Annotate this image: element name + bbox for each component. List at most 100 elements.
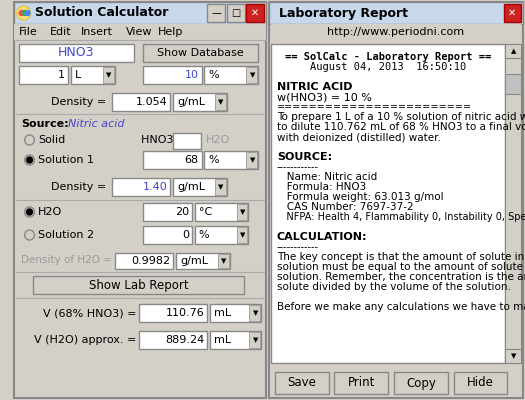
Text: ▼: ▼	[250, 157, 255, 163]
Text: Hide: Hide	[467, 376, 494, 390]
Bar	[139, 304, 207, 322]
Bar	[19, 66, 68, 84]
Bar	[143, 203, 192, 221]
Circle shape	[25, 10, 30, 16]
Text: —: —	[212, 8, 221, 18]
Text: Source:: Source:	[22, 119, 69, 129]
Bar	[211, 304, 261, 322]
Text: ------------: ------------	[277, 242, 319, 252]
Text: August 04, 2013  16:50:10: August 04, 2013 16:50:10	[310, 62, 466, 72]
Text: SOURCE:: SOURCE:	[277, 152, 332, 162]
Text: Nitric acid: Nitric acid	[68, 119, 124, 129]
Circle shape	[19, 10, 24, 16]
Text: CALCULATION:: CALCULATION:	[277, 232, 368, 242]
Bar	[143, 151, 202, 169]
Text: Help: Help	[158, 27, 183, 37]
Text: to dilute 110.762 mL of 68 % HNO3 to a final volume of 1 L: to dilute 110.762 mL of 68 % HNO3 to a f…	[277, 122, 525, 132]
Text: HNO3 ×: HNO3 ×	[141, 135, 186, 145]
Bar	[215, 179, 226, 195]
Circle shape	[25, 207, 35, 217]
Bar	[173, 133, 201, 149]
Circle shape	[27, 209, 33, 215]
Bar	[14, 2, 266, 24]
Text: □: □	[231, 8, 240, 18]
Text: g/mL: g/mL	[180, 256, 208, 266]
Text: 0: 0	[182, 230, 189, 240]
Bar	[246, 152, 257, 168]
Bar	[227, 4, 245, 22]
Text: ------------: ------------	[277, 162, 319, 172]
Bar	[103, 67, 113, 83]
Bar	[394, 372, 448, 394]
Bar	[271, 24, 521, 40]
Text: with deionized (distilled) water.: with deionized (distilled) water.	[277, 132, 440, 142]
Bar	[246, 4, 264, 22]
Text: Show Database: Show Database	[157, 48, 244, 58]
Bar	[246, 67, 257, 83]
Text: ✕: ✕	[251, 8, 259, 18]
Text: Edit: Edit	[50, 27, 72, 37]
Text: CAS Number: 7697-37-2: CAS Number: 7697-37-2	[277, 202, 413, 212]
Text: Solid: Solid	[38, 135, 66, 145]
Bar	[275, 372, 329, 394]
Circle shape	[25, 230, 35, 240]
Text: ▼: ▼	[218, 184, 224, 190]
Bar	[211, 331, 261, 349]
Text: H2O: H2O	[38, 207, 62, 217]
Text: Solution 2: Solution 2	[38, 230, 94, 240]
Text: V (68% HNO3) =: V (68% HNO3) =	[43, 308, 136, 318]
Bar	[143, 226, 192, 244]
Bar	[204, 66, 258, 84]
Text: ========================: ========================	[277, 102, 472, 112]
Text: Before we make any calculations we have to make sure: Before we make any calculations we have …	[277, 302, 525, 312]
Text: 1: 1	[58, 70, 65, 80]
Bar	[143, 66, 202, 84]
Bar	[249, 332, 260, 348]
Bar	[34, 276, 244, 294]
Text: solution must be equal to the amount of solute in the source: solution must be equal to the amount of …	[277, 262, 525, 272]
Text: == SolCalc - Laboratory Report ==: == SolCalc - Laboratory Report ==	[285, 52, 491, 62]
Text: To prepare 1 L of a 10 % solution of nitric acid we will need: To prepare 1 L of a 10 % solution of nit…	[277, 112, 525, 122]
Bar	[114, 253, 173, 269]
Text: Show Lab Report: Show Lab Report	[89, 278, 188, 292]
Bar	[195, 203, 248, 221]
Text: View: View	[127, 27, 153, 37]
Text: Density of H2O =: Density of H2O =	[20, 255, 112, 265]
Text: ▼: ▼	[250, 72, 255, 78]
Text: ✕: ✕	[508, 8, 517, 18]
Text: %: %	[208, 155, 219, 165]
Bar	[139, 331, 207, 349]
Text: 1.054: 1.054	[135, 97, 167, 107]
Text: g/mL: g/mL	[177, 97, 205, 107]
Text: Name: Nitric acid: Name: Nitric acid	[277, 172, 377, 182]
Bar	[215, 94, 226, 110]
Text: Laboratory Report: Laboratory Report	[279, 6, 408, 20]
Text: ▼: ▼	[253, 337, 258, 343]
Text: Solution Calculator: Solution Calculator	[35, 6, 169, 20]
Text: 110.76: 110.76	[166, 308, 204, 318]
Text: File: File	[19, 27, 38, 37]
Bar	[19, 44, 134, 62]
Text: Formula: HNO3: Formula: HNO3	[277, 182, 366, 192]
Bar	[506, 74, 521, 94]
Bar	[506, 349, 521, 363]
Text: HNO3: HNO3	[58, 46, 94, 60]
Text: 1.40: 1.40	[143, 182, 167, 192]
Bar	[218, 254, 229, 268]
Bar	[173, 93, 227, 111]
Text: The key concept is that the amount of solute in the desired: The key concept is that the amount of so…	[277, 252, 525, 262]
Text: http://www.periodni.com: http://www.periodni.com	[328, 27, 465, 37]
Circle shape	[17, 6, 30, 20]
Text: ▲: ▲	[511, 48, 516, 54]
Text: Insert: Insert	[81, 27, 113, 37]
Text: Solution 1: Solution 1	[38, 155, 94, 165]
Bar	[269, 2, 523, 24]
Circle shape	[22, 10, 27, 16]
Bar	[271, 44, 506, 363]
Text: Copy: Copy	[406, 376, 436, 390]
Circle shape	[25, 135, 35, 145]
Bar	[506, 44, 521, 363]
Text: Formula weight: 63.013 g/mol: Formula weight: 63.013 g/mol	[277, 192, 444, 202]
Circle shape	[27, 157, 33, 163]
Text: °C: °C	[198, 207, 212, 217]
